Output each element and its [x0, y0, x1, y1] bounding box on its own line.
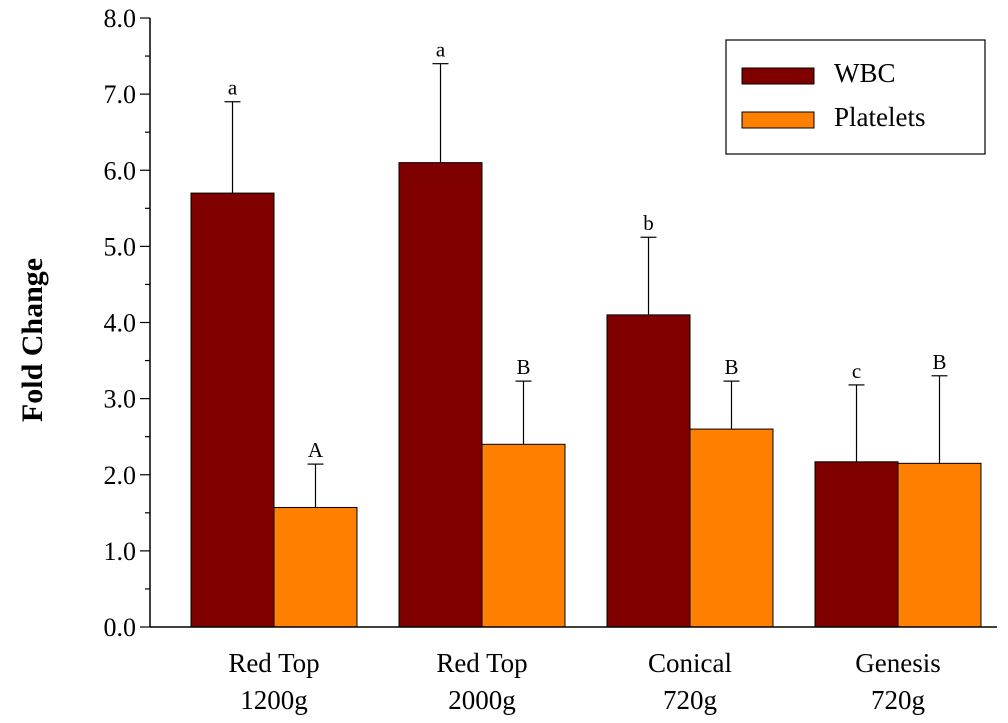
- y-tick-label-0: 0.0: [104, 613, 137, 642]
- bar-wbc-1: [398, 162, 483, 628]
- significance-label-wbc-0: a: [228, 76, 238, 100]
- significance-label-wbc-1: a: [436, 38, 446, 62]
- error-bars-layer: [224, 63, 948, 508]
- significance-label-wbc-2: b: [643, 211, 654, 235]
- y-tick-label-2: 2.0: [104, 461, 137, 490]
- x-tick-label-2-0: Conical: [648, 648, 732, 678]
- significance-label-platelets-2: B: [724, 355, 738, 379]
- legend: WBC Platelets: [725, 39, 986, 155]
- bar-wbc-0: [190, 192, 275, 628]
- legend-label-platelets: Platelets: [834, 102, 925, 132]
- x-tick-label-1-1: 2000g: [448, 685, 516, 715]
- x-tick-label-3-1: 720g: [871, 685, 925, 715]
- y-tick-label-4: 4.0: [104, 309, 137, 338]
- x-tick-label-0-0: Red Top: [228, 648, 319, 678]
- y-tick-label-8: 8.0: [104, 4, 137, 33]
- significance-label-platelets-0: A: [308, 438, 324, 462]
- legend-swatch-wbc: [741, 67, 815, 85]
- bar-platelets-2: [689, 428, 774, 628]
- labels-layer: a A Red Top 1200g a B Red Top 2000g b B Conical 720…: [104, 4, 947, 715]
- y-tick-label-6: 6.0: [104, 156, 137, 185]
- bars-layer: [190, 162, 982, 628]
- bar-platelets-0: [273, 506, 358, 628]
- significance-label-platelets-1: B: [516, 355, 530, 379]
- y-tick-label-5: 5.0: [104, 232, 137, 261]
- legend-box: [725, 39, 986, 155]
- y-tick-label-3: 3.0: [104, 385, 137, 414]
- legend-label-wbc: WBC: [834, 58, 896, 88]
- x-tick-label-1-0: Red Top: [436, 648, 527, 678]
- x-tick-label-2-1: 720g: [663, 685, 717, 715]
- y-tick-label-7: 7.0: [104, 80, 137, 109]
- bar-platelets-3: [897, 462, 982, 628]
- x-tick-label-0-1: 1200g: [240, 685, 308, 715]
- axes-layer: [140, 17, 997, 628]
- bar-platelets-1: [481, 443, 566, 628]
- x-tick-label-3-0: Genesis: [855, 648, 940, 678]
- bar-wbc-2: [606, 314, 691, 628]
- bar-wbc-3: [814, 461, 899, 628]
- significance-label-wbc-3: c: [852, 359, 861, 383]
- y-axis-label: Fold Change: [16, 258, 49, 422]
- y-tick-label-1: 1.0: [104, 537, 137, 566]
- legend-swatch-platelets: [741, 111, 815, 129]
- significance-label-platelets-3: B: [932, 350, 946, 374]
